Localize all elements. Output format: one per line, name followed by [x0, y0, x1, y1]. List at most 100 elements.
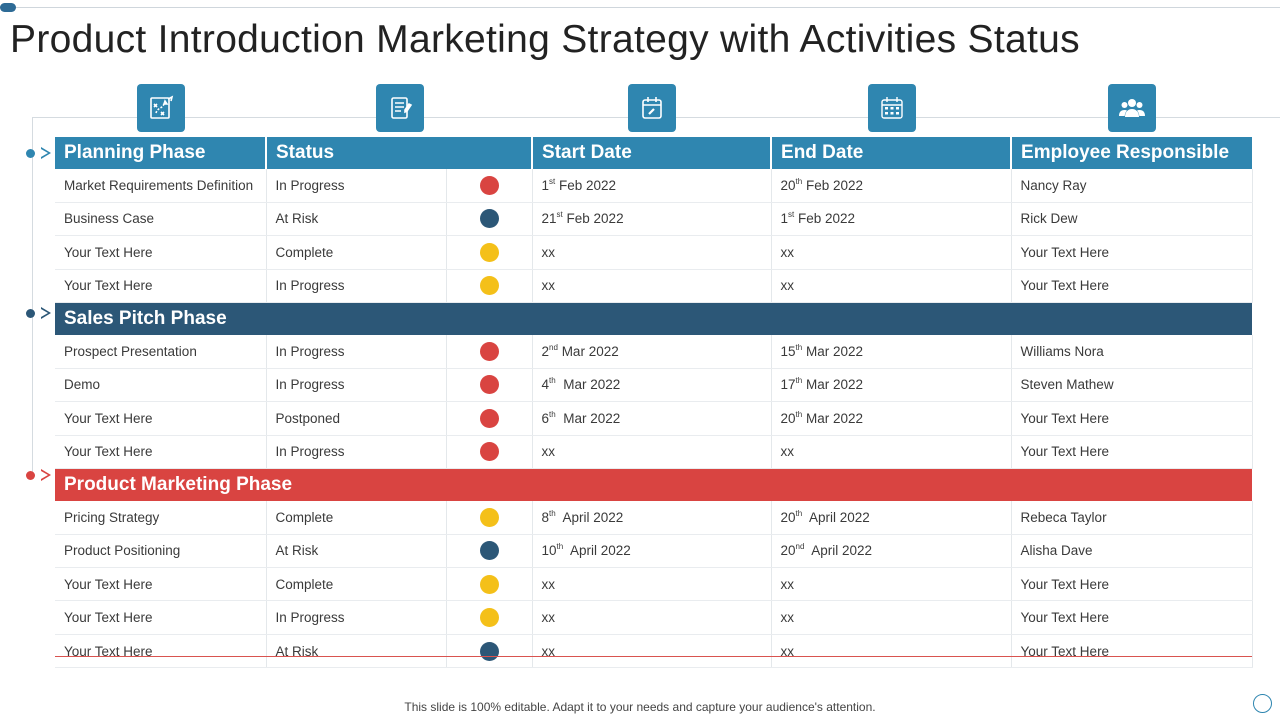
start-date-cell-suffix: th [549, 508, 556, 518]
end-date-cell-day: xx [780, 643, 795, 659]
start-date-cell: 21st Feb 2022 [532, 202, 772, 237]
col-employee-responsible: Employee Responsible [1011, 137, 1253, 170]
start-date-cell-day: xx [541, 610, 556, 626]
end-date-cell: xx [771, 269, 1012, 303]
status-cell: In Progress [266, 368, 447, 403]
task-cell: Pricing Strategy [55, 501, 267, 535]
table-row: Business Case At Risk 21st Feb 2022 1st Feb… [55, 202, 1253, 237]
task-cell: Your Text Here [55, 634, 267, 669]
end-date-cell-month-year: Mar 2022 [802, 410, 864, 426]
status-dot [479, 507, 499, 527]
team-icon [1108, 84, 1156, 132]
end-date-cell: 1st Feb 2022 [771, 202, 1012, 237]
end-date-cell-day: 20 [780, 543, 796, 559]
start-date-cell-day: xx [541, 576, 556, 592]
status-indicator-cell [446, 634, 533, 669]
status-dot [479, 209, 499, 229]
end-date-cell: 17th Mar 2022 [771, 368, 1012, 403]
end-date-cell: xx [771, 235, 1012, 270]
start-date-cell: 1st Feb 2022 [532, 169, 772, 203]
task-cell: Product Positioning [55, 534, 267, 569]
end-date-cell: 20th April 2022 [771, 501, 1012, 535]
end-date-cell-day: 20 [780, 509, 796, 525]
start-date-cell-month-year: Mar 2022 [557, 344, 619, 360]
status-dot [479, 176, 499, 196]
col-end-date: End Date [771, 137, 1013, 170]
status-dot [479, 541, 499, 561]
start-date-cell-month-year: Mar 2022 [555, 377, 621, 393]
employee-cell: Your Text Here [1011, 269, 1253, 303]
activities-table: Planning Phase Status Start Date End Dat… [55, 137, 1253, 669]
status-cell: At Risk [266, 634, 447, 669]
start-date-cell-day: 21 [541, 211, 557, 227]
start-date-cell: 10th April 2022 [532, 534, 772, 569]
start-date-cell-day: xx [541, 444, 556, 460]
product-marketing-phase-row: Product Marketing Phase [55, 468, 1253, 502]
end-date-cell-day: xx [780, 244, 795, 260]
table-row: Your Text Here In Progress xx xx Your Text H… [55, 269, 1253, 303]
start-date-cell-suffix: th [556, 542, 564, 552]
start-date-cell-day: xx [541, 278, 556, 294]
start-date-cell-month-year: April 2022 [555, 509, 624, 525]
start-date-cell: 4th Mar 2022 [532, 368, 772, 403]
status-indicator-cell [446, 335, 533, 369]
status-dot [479, 242, 499, 262]
employee-cell: Your Text Here [1011, 235, 1253, 270]
end-date-cell: xx [771, 634, 1012, 669]
product-marketing-phase-row-label: Product Marketing Phase [55, 468, 1253, 502]
end-date-cell-suffix: th [795, 508, 803, 518]
status-cell: Complete [266, 567, 447, 602]
col-planning-phase: Planning Phase [55, 137, 267, 170]
end-date-cell-day: 1 [780, 211, 789, 227]
planning-phase-arrow-icon [41, 147, 51, 159]
end-date-cell-suffix: st [788, 210, 795, 220]
end-date-cell-day: xx [780, 610, 795, 626]
status-dot [479, 375, 499, 395]
end-date-cell-month-year: April 2022 [804, 543, 872, 559]
table-row: Your Text Here Postponed 6th Mar 2022 20th … [55, 401, 1253, 436]
end-date-cell-month-year: Feb 2022 [802, 178, 864, 194]
start-date-cell-day: xx [541, 244, 556, 260]
start-date-cell-suffix: st [549, 177, 556, 187]
table-row: Your Text Here In Progress xx xx Your Text H… [55, 435, 1253, 469]
end-date-cell-suffix: nd [795, 542, 805, 552]
start-date-cell-day: xx [541, 643, 556, 659]
task-cell: Your Text Here [55, 600, 267, 635]
footer-note: This slide is 100% editable. Adapt it to… [404, 700, 876, 714]
planning-phase-bullet [26, 149, 35, 158]
start-date-cell-day: 4 [541, 377, 550, 393]
checklist-icon [376, 84, 424, 132]
status-indicator-cell [446, 235, 533, 270]
status-indicator-cell [446, 600, 533, 635]
col-start-date: Start Date [532, 137, 773, 170]
employee-cell: Your Text Here [1011, 600, 1253, 635]
calendar-icon [628, 84, 676, 132]
status-cell: Complete [266, 235, 447, 270]
table-row: Demo In Progress 4th Mar 2022 17th Mar 2022… [55, 368, 1253, 403]
start-date-cell-month-year: Feb 2022 [555, 178, 617, 194]
task-cell: Demo [55, 368, 267, 403]
start-date-cell-suffix: th [549, 409, 556, 419]
table-header: Planning Phase Status Start Date End Dat… [55, 137, 1253, 170]
status-dot [479, 641, 499, 661]
start-date-cell-suffix: nd [549, 343, 558, 353]
marketing-phase-bullet [26, 471, 35, 480]
status-cell: In Progress [266, 335, 447, 369]
end-date-cell-day: 17 [780, 377, 796, 393]
marketing-phase-arrow-icon [41, 469, 51, 481]
col-status: Status [266, 137, 534, 170]
page-title: Product Introduction Marketing Strategy … [10, 18, 1080, 61]
employee-cell: Williams Nora [1011, 335, 1253, 369]
table-row: Your Text Here In Progress xx xx Your Text H… [55, 600, 1253, 635]
start-date-cell: xx [532, 567, 772, 602]
calendar-grid-icon [868, 84, 916, 132]
table-row: Your Text Here Complete xx xx Your Text Here [55, 567, 1253, 602]
status-indicator-cell [446, 567, 533, 602]
start-date-cell: xx [532, 634, 772, 669]
employee-cell: Rick Dew [1011, 202, 1253, 237]
end-date-cell-day: 15 [780, 344, 796, 360]
start-date-cell-day: 10 [541, 543, 557, 559]
start-date-cell-day: 1 [541, 178, 550, 194]
end-date-cell-day: xx [780, 576, 795, 592]
top-divider [0, 7, 1280, 8]
